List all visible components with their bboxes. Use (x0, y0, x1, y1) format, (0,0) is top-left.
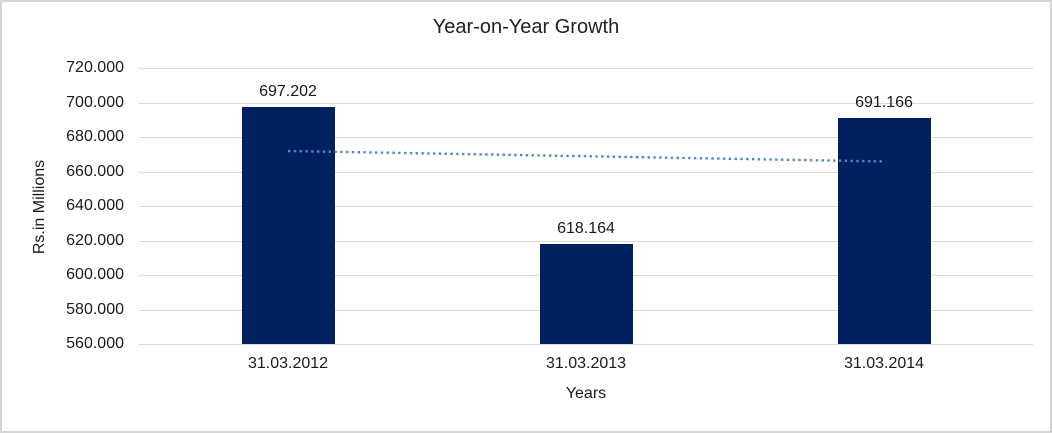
y-tick-label: 660.000 (66, 162, 124, 180)
y-tick-label: 680.000 (66, 128, 124, 145)
y-tick-label: 560.000 (66, 335, 124, 352)
x-axis-title: Years (565, 385, 607, 402)
gridline (139, 137, 1033, 138)
chart-title: Year-on-Year Growth (432, 16, 620, 38)
bar[interactable] (539, 243, 633, 344)
category-label: 31.03.2013 (545, 355, 627, 372)
y-tick-label: 700.000 (66, 93, 124, 111)
data-label: 618.164 (557, 219, 615, 237)
gridline (139, 344, 1033, 345)
y-tick-label: 720.000 (66, 59, 124, 76)
y-tick-label: 620.000 (66, 231, 124, 249)
y-tick-label: 600.000 (66, 266, 124, 283)
category-label: 31.03.2014 (843, 355, 925, 372)
gridline (139, 68, 1033, 69)
plot-area (139, 68, 1033, 345)
gridline (139, 102, 1033, 104)
trendline-layer (287, 149, 885, 163)
category-label: 31.03.2012 (247, 355, 329, 372)
data-label: 691.166 (855, 93, 913, 111)
gridline (139, 206, 1033, 207)
gridline (139, 240, 1033, 242)
data-label: 697.202 (259, 83, 317, 101)
y-tick-label: 640.000 (66, 197, 124, 214)
bar[interactable] (837, 117, 931, 344)
bar[interactable] (241, 107, 335, 344)
y-tick-label: 580.000 (66, 300, 124, 318)
gridline (139, 171, 1033, 173)
trendline[interactable] (287, 149, 885, 163)
